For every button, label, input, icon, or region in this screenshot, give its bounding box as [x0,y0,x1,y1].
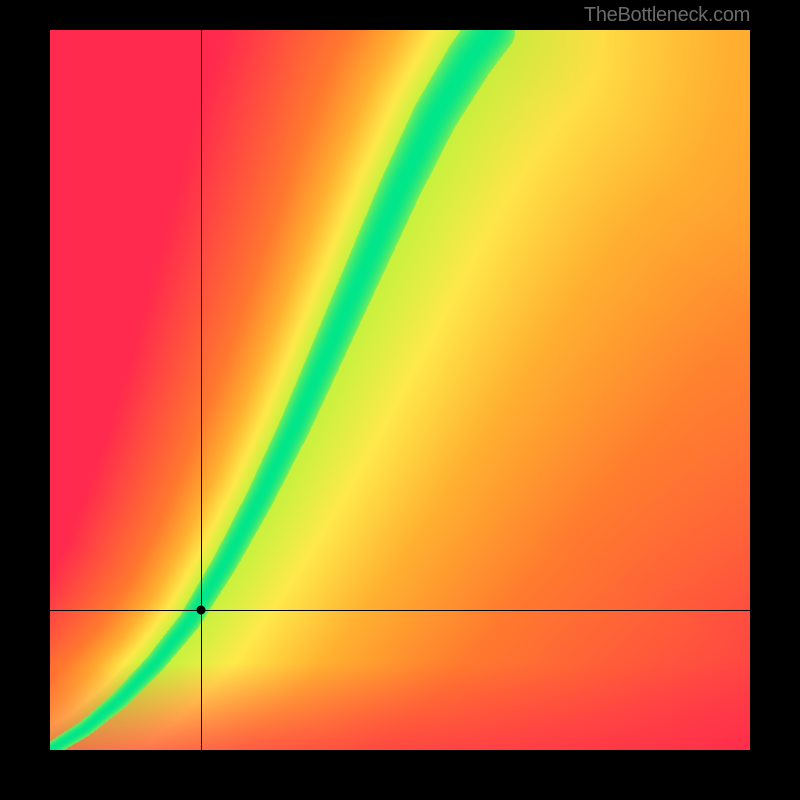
chart-container: TheBottleneck.com [0,0,800,800]
crosshair-horizontal [50,610,750,611]
heatmap-canvas [50,30,750,750]
watermark-text: TheBottleneck.com [584,4,750,27]
marker-dot [196,605,205,614]
crosshair-vertical [201,30,202,750]
plot-area [50,30,750,750]
